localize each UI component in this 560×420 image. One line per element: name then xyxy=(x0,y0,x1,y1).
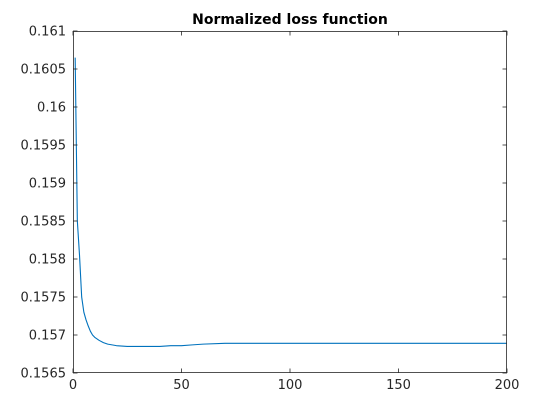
y-tick-label: 0.159 xyxy=(29,177,66,192)
y-tick-label: 0.158 xyxy=(29,253,66,268)
x-axis: 0 50 100 150 200 xyxy=(69,31,520,393)
plot-area xyxy=(73,31,507,373)
chart-title: Normalized loss function xyxy=(192,12,388,28)
y-tick-label: 0.16 xyxy=(37,101,66,116)
y-axis: 0.1565 0.157 0.1575 0.158 0.1585 0.159 0.1595 0… xyxy=(21,25,507,382)
x-tick-label: 100 xyxy=(278,378,303,393)
x-tick-label: 0 xyxy=(69,378,77,393)
x-tick-label: 50 xyxy=(173,378,190,393)
y-tick-label: 0.1565 xyxy=(21,367,67,382)
y-tick-label: 0.161 xyxy=(29,25,66,40)
y-tick-label: 0.1585 xyxy=(21,215,67,230)
y-tick-label: 0.157 xyxy=(29,329,66,344)
series-line-0 xyxy=(74,57,507,347)
y-tick-label: 0.1575 xyxy=(21,291,67,306)
x-tick-label: 200 xyxy=(495,378,520,393)
x-tick-label: 150 xyxy=(386,378,411,393)
y-tick-label: 0.1595 xyxy=(21,139,67,154)
series-layer xyxy=(74,57,507,347)
y-tick-label: 0.1605 xyxy=(21,63,67,78)
